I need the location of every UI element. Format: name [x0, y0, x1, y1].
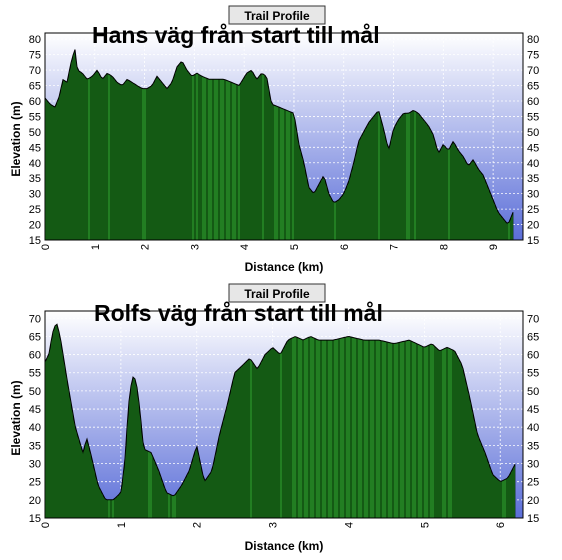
- y-tick-label-right: 25: [527, 477, 539, 489]
- y-tick-label-left: 45: [29, 404, 41, 416]
- y-tick-label-right: 70: [527, 65, 539, 77]
- x-tick-label: 4: [239, 244, 251, 250]
- y-tick-label-left: 25: [29, 477, 41, 489]
- trail-profile-header-box: [228, 5, 326, 25]
- y-tick-label-left: 55: [29, 111, 41, 123]
- y-tick-label-right: 35: [527, 173, 539, 185]
- y-tick-label-left: 65: [29, 81, 41, 93]
- y-tick-label-left: 80: [29, 34, 41, 46]
- y-tick-label-left: 20: [29, 495, 41, 507]
- y-tick-label-right: 50: [527, 386, 539, 398]
- y-tick-label-left: 70: [29, 65, 41, 77]
- x-tick-label: 9: [488, 244, 500, 250]
- y-tick-label-right: 45: [527, 404, 539, 416]
- y-tick-label-right: 20: [527, 495, 539, 507]
- y-tick-label-left: 35: [29, 440, 41, 452]
- y-tick-label-right: 75: [527, 50, 539, 62]
- y-tick-label-left: 15: [29, 513, 41, 525]
- elevation-profile-line: [44, 323, 516, 501]
- x-tick-label: 7: [389, 244, 401, 250]
- y-tick-label-right: 50: [527, 127, 539, 139]
- chart-title: Hans väg från start till mål: [92, 22, 380, 48]
- plot-frame: [44, 310, 524, 519]
- y-tick-label-right: 15: [527, 235, 539, 247]
- y-tick-label-left: 65: [29, 331, 41, 343]
- y-tick-label-right: 40: [527, 158, 539, 170]
- y-tick-label-left: 40: [29, 158, 41, 170]
- y-tick-label-right: 60: [527, 96, 539, 108]
- x-tick-label: 5: [289, 244, 301, 250]
- x-tick-label: 2: [192, 522, 204, 528]
- x-tick-label: 1: [116, 522, 128, 528]
- x-tick-label: 5: [419, 522, 431, 528]
- y-tick-label-right: 70: [527, 313, 539, 325]
- trail-profile-header-box: [228, 283, 326, 303]
- y-tick-label-left: 30: [29, 189, 41, 201]
- y-tick-label-right: 35: [527, 440, 539, 452]
- x-tick-label: 6: [339, 244, 351, 250]
- y-tick-label-right: 25: [527, 204, 539, 216]
- y-tick-label-right: 80: [527, 34, 539, 46]
- elevation-profile-line: [44, 49, 514, 224]
- x-axis-label: Distance (km): [245, 260, 324, 274]
- y-tick-label-left: 60: [29, 96, 41, 108]
- elevation-profile-area: [45, 324, 515, 518]
- y-tick-label-left: 20: [29, 220, 41, 232]
- y-tick-label-left: 25: [29, 204, 41, 216]
- y-tick-label-left: 45: [29, 142, 41, 154]
- x-tick-label: 8: [438, 244, 450, 250]
- y-tick-label-left: 50: [29, 386, 41, 398]
- trail-profile-header: Trail Profile: [244, 9, 310, 23]
- y-tick-label-left: 60: [29, 350, 41, 362]
- x-tick-label: 6: [495, 522, 507, 528]
- x-tick-label: 4: [343, 522, 355, 528]
- y-tick-label-left: 75: [29, 50, 41, 62]
- x-axis-label: Distance (km): [245, 539, 324, 553]
- x-tick-label: 1: [90, 244, 102, 250]
- x-tick-label: 0: [40, 244, 52, 250]
- x-tick-label: 3: [268, 522, 280, 528]
- y-tick-label-left: 35: [29, 173, 41, 185]
- y-tick-label-right: 20: [527, 220, 539, 232]
- y-tick-label-right: 55: [527, 111, 539, 123]
- y-tick-label-right: 30: [527, 189, 539, 201]
- y-tick-label-left: 15: [29, 235, 41, 247]
- y-tick-label-left: 70: [29, 313, 41, 325]
- y-tick-label-right: 55: [527, 368, 539, 380]
- y-tick-label-left: 55: [29, 368, 41, 380]
- x-tick-label: 0: [40, 522, 52, 528]
- y-tick-label-left: 50: [29, 127, 41, 139]
- y-axis-label: Elevation (m): [9, 380, 23, 455]
- y-tick-label-left: 40: [29, 422, 41, 434]
- y-tick-label-left: 30: [29, 459, 41, 471]
- y-tick-label-right: 15: [527, 513, 539, 525]
- y-tick-label-right: 40: [527, 422, 539, 434]
- y-axis-label: Elevation (m): [9, 101, 23, 176]
- plot-frame: [44, 32, 524, 241]
- x-tick-label: 2: [140, 244, 152, 250]
- y-tick-label-right: 60: [527, 350, 539, 362]
- y-tick-label-right: 45: [527, 142, 539, 154]
- y-tick-label-right: 30: [527, 459, 539, 471]
- y-tick-label-right: 65: [527, 81, 539, 93]
- y-tick-label-right: 65: [527, 331, 539, 343]
- trail-profile-header: Trail Profile: [244, 287, 310, 301]
- x-tick-label: 3: [189, 244, 201, 250]
- chart-title: Rolfs väg från start till mål: [94, 300, 383, 326]
